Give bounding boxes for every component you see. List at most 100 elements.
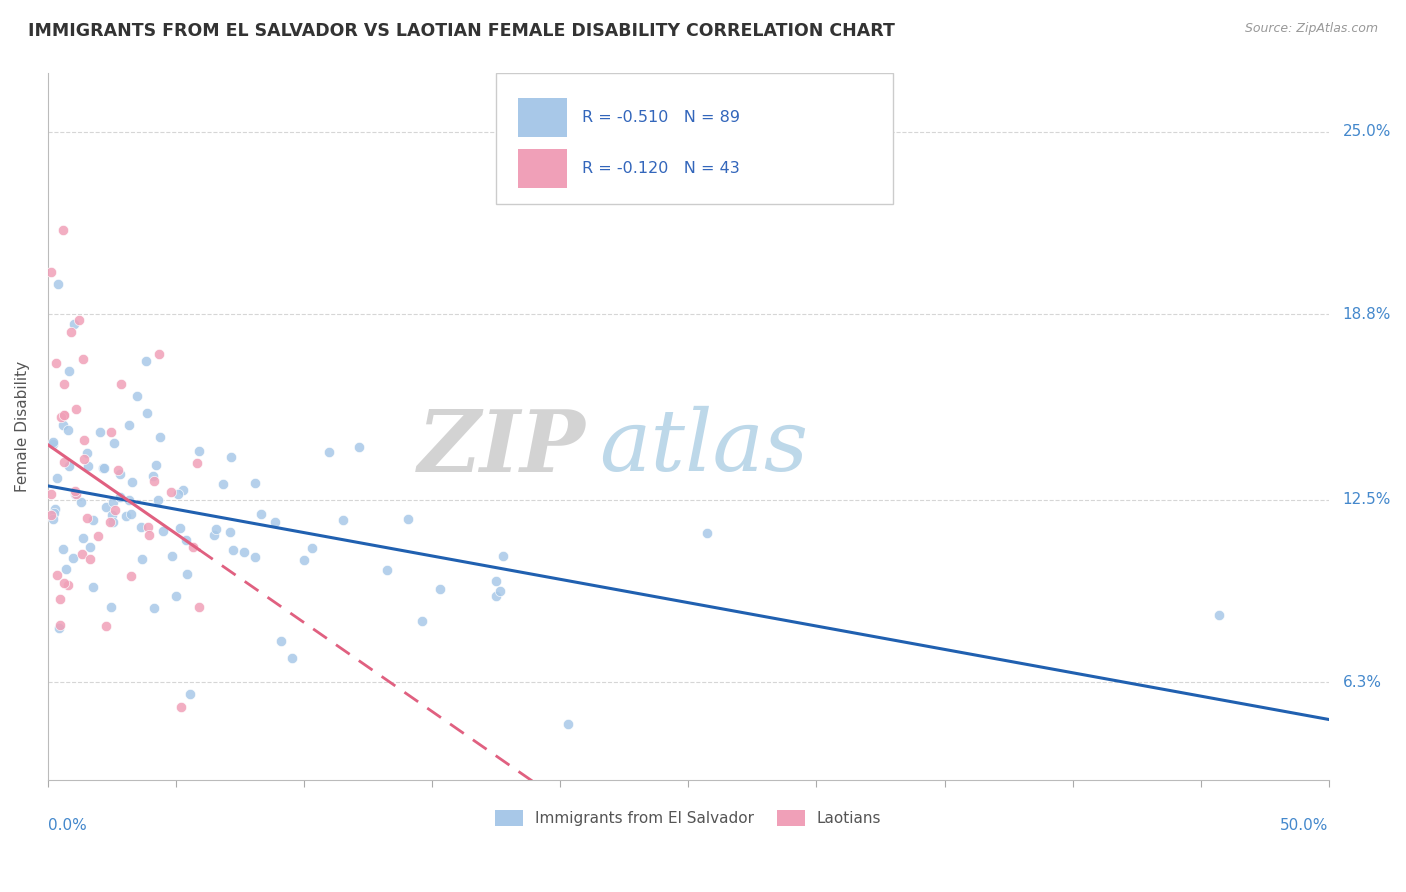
Y-axis label: Female Disability: Female Disability bbox=[15, 360, 30, 491]
Point bbox=[82, 513, 104, 527]
Point bbox=[142, 468, 165, 483]
Point bbox=[120, 507, 142, 521]
Point bbox=[72, 547, 94, 561]
Point bbox=[167, 487, 190, 501]
Point bbox=[39, 487, 62, 501]
Point bbox=[142, 475, 165, 489]
Point bbox=[100, 600, 122, 615]
Point bbox=[131, 551, 153, 566]
Point bbox=[557, 717, 579, 731]
Point bbox=[100, 508, 122, 523]
Point bbox=[46, 277, 69, 291]
Point bbox=[292, 552, 315, 566]
Point bbox=[243, 550, 266, 565]
FancyBboxPatch shape bbox=[517, 98, 567, 137]
Point bbox=[45, 355, 67, 369]
Text: Source: ZipAtlas.com: Source: ZipAtlas.com bbox=[1244, 22, 1378, 36]
Point bbox=[485, 574, 508, 588]
Point bbox=[89, 425, 111, 439]
Point bbox=[188, 600, 211, 615]
Point bbox=[58, 423, 80, 437]
Point bbox=[49, 592, 72, 607]
Point bbox=[79, 551, 101, 566]
Point bbox=[117, 492, 139, 507]
Point bbox=[149, 430, 172, 444]
Point bbox=[49, 618, 72, 632]
Point bbox=[56, 578, 79, 592]
Point bbox=[349, 440, 371, 454]
Point bbox=[52, 541, 75, 556]
Point bbox=[489, 583, 512, 598]
Point bbox=[243, 476, 266, 491]
Point bbox=[101, 515, 124, 529]
Point bbox=[94, 500, 117, 515]
Text: 50.0%: 50.0% bbox=[1281, 819, 1329, 833]
Point bbox=[107, 463, 129, 477]
Point bbox=[1208, 607, 1230, 622]
Point bbox=[52, 408, 75, 422]
Point bbox=[63, 483, 86, 498]
Point bbox=[94, 619, 117, 633]
Point bbox=[181, 540, 204, 554]
Point bbox=[188, 444, 211, 458]
Point bbox=[179, 688, 201, 702]
Point bbox=[221, 542, 243, 557]
Point bbox=[62, 550, 84, 565]
Point bbox=[186, 456, 208, 470]
Point bbox=[145, 458, 167, 472]
Point bbox=[152, 524, 174, 538]
Point bbox=[100, 425, 122, 439]
Point bbox=[219, 450, 242, 465]
FancyBboxPatch shape bbox=[517, 149, 567, 188]
Point bbox=[87, 529, 110, 543]
Point bbox=[135, 354, 157, 368]
Point bbox=[58, 458, 80, 473]
Point bbox=[52, 417, 75, 432]
Point bbox=[72, 352, 94, 367]
Legend: Immigrants from El Salvador, Laotians: Immigrants from El Salvador, Laotians bbox=[489, 804, 887, 832]
Point bbox=[281, 651, 304, 665]
Point bbox=[136, 406, 159, 420]
Text: 18.8%: 18.8% bbox=[1343, 307, 1391, 322]
Point bbox=[65, 402, 87, 417]
Point bbox=[91, 461, 114, 475]
Point bbox=[301, 541, 323, 556]
Point bbox=[49, 409, 72, 424]
Point bbox=[202, 528, 225, 542]
Point bbox=[263, 515, 285, 529]
Text: 6.3%: 6.3% bbox=[1343, 675, 1382, 690]
Point bbox=[42, 434, 65, 449]
Point bbox=[65, 487, 87, 501]
Point bbox=[114, 508, 136, 523]
Point bbox=[48, 621, 70, 635]
Point bbox=[485, 590, 508, 604]
Point bbox=[39, 508, 62, 522]
Point bbox=[411, 614, 433, 628]
Point bbox=[93, 460, 115, 475]
Text: atlas: atlas bbox=[599, 406, 808, 489]
Point bbox=[170, 700, 193, 714]
Point bbox=[121, 475, 143, 490]
Text: 25.0%: 25.0% bbox=[1343, 124, 1391, 139]
Point bbox=[42, 512, 65, 526]
Point bbox=[44, 501, 66, 516]
Text: R = -0.510   N = 89: R = -0.510 N = 89 bbox=[582, 110, 740, 125]
Point bbox=[77, 458, 100, 473]
Text: 0.0%: 0.0% bbox=[48, 819, 87, 833]
Point bbox=[65, 487, 87, 501]
Point bbox=[165, 590, 187, 604]
Point bbox=[270, 634, 292, 648]
Point bbox=[39, 265, 62, 279]
Point bbox=[73, 433, 96, 447]
Point bbox=[176, 566, 198, 581]
Point bbox=[118, 418, 141, 433]
Point bbox=[696, 526, 718, 541]
Point bbox=[103, 436, 125, 450]
Point bbox=[104, 503, 127, 517]
Point bbox=[108, 491, 131, 505]
Point bbox=[250, 508, 273, 522]
Point bbox=[138, 528, 160, 542]
Point bbox=[176, 533, 198, 548]
Point bbox=[129, 520, 152, 534]
Point bbox=[79, 540, 101, 554]
